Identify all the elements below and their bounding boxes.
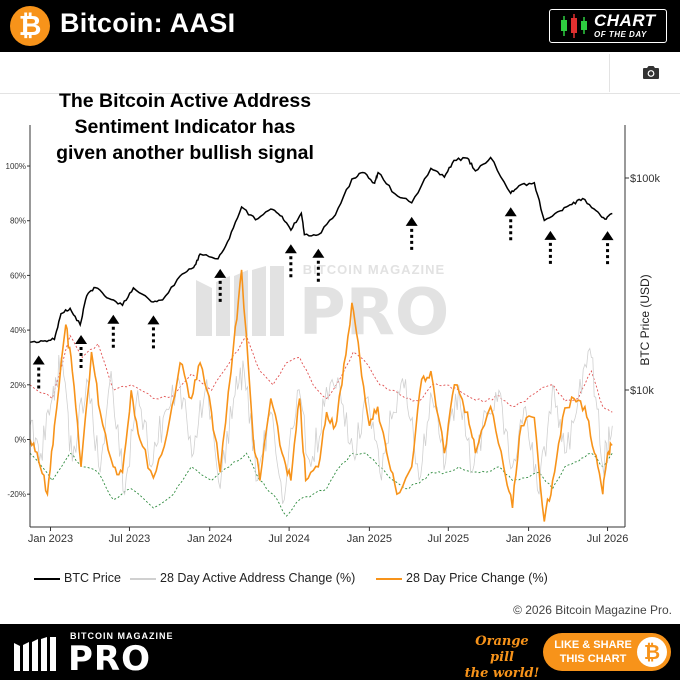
footer-brand-small: BITCOIN MAGAZINE [70,631,174,641]
pro-logo-bars-icon [14,637,56,671]
share-button-label: LIKE & SHARE THIS CHART [553,638,633,666]
signal-arrow [312,248,325,285]
bitcoin-logo-icon: ₿ [10,6,50,46]
axes-layer: 100% 80% 60% 40% 20% 0% -20% $100k $10k Jan 2023 J… [6,125,660,545]
signal-arrow-head [107,314,120,324]
camera-icon[interactable] [642,64,660,85]
signal-arrow [504,207,517,244]
price-change-line [29,269,613,522]
signal-arrow-head [32,355,45,365]
legend-swatch-price-change [376,578,402,580]
x-tick-label: Jul 2023 [109,533,151,545]
x-tick-label: Jan 2026 [506,533,551,545]
bitcoin-coin-icon: ₿ [637,637,667,667]
chart-of-the-day-badge: CHART OF THE DAY [549,9,667,43]
left-tick-label: 80% [10,217,26,226]
signal-arrow-head [405,216,418,226]
header-bar: ₿ Bitcoin: AASI CHART OF THE DAY [0,0,680,52]
badge-of-the-day-label: OF THE DAY [594,30,647,39]
signal-arrow [107,314,120,351]
share-line-2: THIS CHART [559,653,627,665]
signal-arrows-layer [32,207,614,392]
left-tick-label: 100% [6,162,26,171]
x-tick-label: Jan 2025 [347,533,392,545]
toolbar-border [0,93,680,94]
annotation-line-1: The Bitcoin Active Address [58,90,312,112]
signal-arrow-head [504,207,517,217]
lower-band-line [29,452,613,517]
left-tick-label: 20% [10,381,26,390]
active-address-layer [29,347,613,504]
signal-arrow [284,244,297,281]
footer-tagline: Orange pill the world! [462,634,542,682]
signal-arrow-head [601,231,614,241]
right-tick-label: $100k [630,173,660,185]
left-tick-label: 40% [10,326,26,335]
x-tick-label: Jul 2026 [587,533,629,545]
active-address-line [29,347,613,504]
signal-arrow-head [147,315,160,325]
signal-arrow [214,268,227,305]
signal-arrow-head [312,248,325,258]
signal-arrow [147,315,160,352]
signal-arrow-head [284,244,297,254]
btc-price-layer [29,156,613,344]
left-tick-label: -20% [7,490,26,499]
signal-arrow-head [75,334,88,344]
signal-arrow [32,355,45,392]
tagline-line-1: Orange pill [475,634,529,665]
footer-bar: BITCOIN MAGAZINE PRO Orange pill the wor… [0,624,680,682]
signal-arrow-head [214,268,227,278]
btc-price-line [29,156,613,344]
footer-brand-big: PRO [68,639,152,679]
x-tick-label: Jul 2024 [268,533,310,545]
page-title: Bitcoin: AASI [60,8,236,38]
signal-arrow [75,334,88,371]
signal-arrow-head [544,230,557,240]
tagline-line-2: the world! [464,666,540,681]
signal-arrow [601,231,614,268]
signal-arrow [405,216,418,253]
x-tick-label: Jan 2024 [187,533,232,545]
watermark-small-text: BITCOIN MAGAZINE [303,262,445,277]
annotation-line-2: Sentiment Indicator has [74,116,296,138]
legend-label: BTC Price [64,571,121,585]
watermark-big-text: PRO [299,276,450,350]
left-tick-label: 60% [10,271,26,280]
like-share-button[interactable]: LIKE & SHARE THIS CHART ₿ [543,633,671,671]
right-tick-label: $10k [630,385,654,397]
upper-band-line [29,334,613,413]
copyright-text: © 2026 Bitcoin Magazine Pro. [513,603,672,617]
x-tick-label: Jan 2023 [28,533,73,545]
legend-swatch-btc-price [34,578,60,580]
watermark: BITCOIN MAGAZINE PRO [196,262,449,350]
watermark-bars-icon [196,266,284,336]
x-tick-label: Jul 2025 [428,533,470,545]
annotation-text: The Bitcoin Active Address Sentiment Ind… [30,88,340,166]
legend-label: 28 Day Active Address Change (%) [160,571,356,585]
left-tick-label: 0% [14,435,26,444]
badge-chart-label: CHART [594,11,656,30]
signal-arrow [544,230,557,267]
legend-label: 28 Day Price Change (%) [406,571,548,585]
annotation-line-3: given another bullish signal [56,142,314,164]
right-axis-label: BTC Price (USD) [638,274,652,366]
share-line-1: LIKE & SHARE [554,639,632,651]
legend-swatch-active-address [130,578,156,580]
candlestick-icon [561,14,587,38]
toolbar-divider [609,54,610,92]
price-change-layer [29,269,613,522]
